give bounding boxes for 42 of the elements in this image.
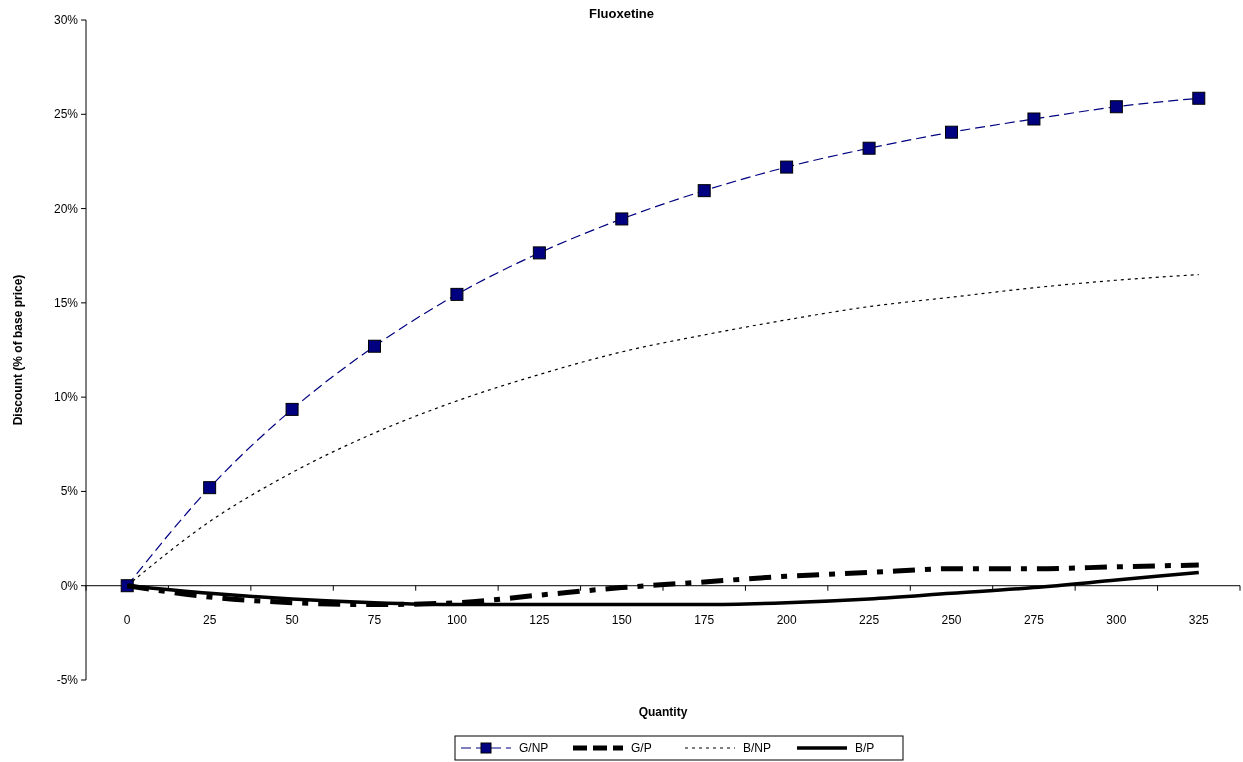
legend-label: B/P — [855, 741, 875, 755]
point — [450, 287, 464, 301]
point — [203, 481, 217, 495]
y-tick-label: 15% — [53, 295, 79, 310]
y-tick-label: 25% — [53, 107, 79, 122]
x-tick-label: 25 — [202, 612, 217, 627]
legend-label: G/NP — [519, 741, 549, 755]
x-tick-label: 125 — [529, 612, 550, 627]
point — [780, 160, 794, 174]
point — [368, 339, 381, 353]
x-tick-label: 150 — [611, 612, 633, 627]
point — [1109, 100, 1123, 114]
x-tick-label: 200 — [776, 612, 797, 627]
x-axis-title: Quantity — [638, 705, 688, 719]
y-tick-label: 0% — [60, 578, 79, 593]
x-tick-label: 325 — [1188, 612, 1210, 627]
x-tick-label: 175 — [694, 612, 715, 627]
y-tick-label: 10% — [53, 390, 79, 405]
point — [1192, 91, 1206, 105]
chart-title: Fluoxetine — [588, 6, 655, 21]
point — [862, 141, 876, 155]
point — [945, 125, 958, 139]
y-tick-label: 30% — [53, 13, 79, 27]
x-tick-label: 225 — [859, 612, 880, 627]
y-axis-title: Discount (% of base price) — [11, 274, 25, 426]
legend-label: G/P — [631, 741, 652, 755]
x-tick-label: 300 — [1106, 612, 1127, 627]
x-tick-label: 250 — [941, 612, 962, 627]
y-tick-label: 20% — [53, 201, 79, 216]
point — [615, 212, 629, 226]
x-tick-label: 0 — [123, 612, 131, 627]
legend-label: B/NP — [743, 741, 772, 755]
x-tick-label: 50 — [285, 612, 300, 627]
point — [285, 402, 299, 416]
x-tick-label: 75 — [367, 612, 382, 627]
point — [532, 246, 546, 260]
point — [697, 184, 711, 198]
y-tick-label: 5% — [60, 484, 79, 499]
point — [1027, 112, 1041, 126]
x-tick-label: 275 — [1023, 612, 1045, 627]
x-tick-label: 100 — [446, 612, 468, 627]
y-tick-label: -5% — [56, 673, 79, 687]
